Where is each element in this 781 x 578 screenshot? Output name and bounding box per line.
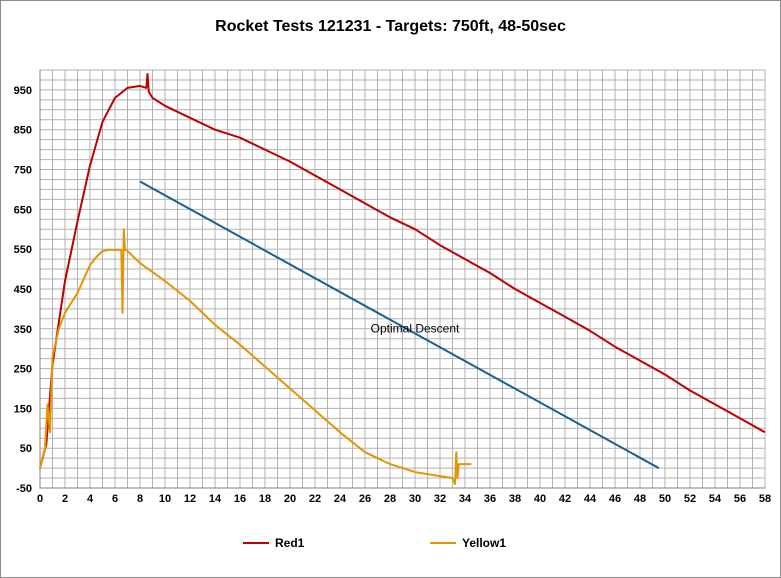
x-tick-label: 18 bbox=[259, 493, 271, 505]
x-tick-label: 30 bbox=[409, 493, 421, 505]
x-tick-label: 40 bbox=[534, 493, 546, 505]
y-tick-label: 350 bbox=[14, 324, 32, 336]
y-tick-label: 550 bbox=[14, 244, 32, 256]
x-tick-label: 4 bbox=[87, 493, 94, 505]
y-tick-label: 650 bbox=[14, 204, 32, 216]
x-tick-label: 50 bbox=[659, 493, 671, 505]
y-tick-label: 50 bbox=[20, 443, 32, 455]
y-tick-label: 450 bbox=[14, 284, 32, 296]
x-tick-label: 46 bbox=[609, 493, 621, 505]
x-tick-label: 20 bbox=[284, 493, 296, 505]
x-tick-label: 36 bbox=[484, 493, 496, 505]
legend-swatch-red1 bbox=[243, 542, 269, 544]
x-tick-label: 52 bbox=[684, 493, 696, 505]
x-tick-label: 16 bbox=[234, 493, 246, 505]
y-tick-label: 150 bbox=[14, 403, 32, 415]
chart-title: Rocket Tests 121231 - Targets: 750ft, 48… bbox=[215, 18, 566, 35]
series-line-red1 bbox=[39, 73, 766, 469]
x-tick-label: 28 bbox=[384, 493, 396, 505]
x-tick-label: 0 bbox=[37, 493, 43, 505]
x-tick-label: 48 bbox=[634, 493, 646, 505]
x-tick-label: 34 bbox=[459, 493, 472, 505]
x-tick-label: 44 bbox=[584, 493, 597, 505]
series-line-unnamed-2 bbox=[139, 180, 660, 469]
legend-item-yellow1: Yellow1 bbox=[430, 535, 506, 551]
x-tick-label: 14 bbox=[209, 493, 222, 505]
x-tick-label: 58 bbox=[759, 493, 771, 505]
series-line-yellow1 bbox=[39, 228, 472, 485]
legend-label-yellow1: Yellow1 bbox=[462, 536, 507, 550]
legend-swatch-yellow1 bbox=[430, 542, 456, 544]
y-tick-label: 750 bbox=[14, 165, 32, 177]
y-tick-label: 950 bbox=[14, 85, 32, 97]
y-tick-label: 250 bbox=[14, 364, 32, 376]
x-tick-label: 26 bbox=[359, 493, 371, 505]
x-tick-label: 24 bbox=[334, 493, 347, 505]
x-tick-label: 42 bbox=[559, 493, 571, 505]
legend-label-red1: Red1 bbox=[275, 536, 305, 550]
x-tick-label: 6 bbox=[112, 493, 118, 505]
annotation-label: Optimal Descent bbox=[371, 322, 460, 336]
x-tick-label: 8 bbox=[137, 493, 143, 505]
x-tick-label: 54 bbox=[709, 493, 722, 505]
x-tick-label: 22 bbox=[309, 493, 321, 505]
y-tick-label: -50 bbox=[16, 483, 32, 495]
y-tick-label: 850 bbox=[14, 125, 32, 137]
x-tick-label: 12 bbox=[184, 493, 196, 505]
x-tick-label: 10 bbox=[159, 493, 171, 505]
x-tick-label: 56 bbox=[734, 493, 746, 505]
x-tick-label: 38 bbox=[509, 493, 521, 505]
x-tick-label: 32 bbox=[434, 493, 446, 505]
x-tick-label: 2 bbox=[62, 493, 68, 505]
legend-item-red1: Red1 bbox=[243, 535, 304, 551]
